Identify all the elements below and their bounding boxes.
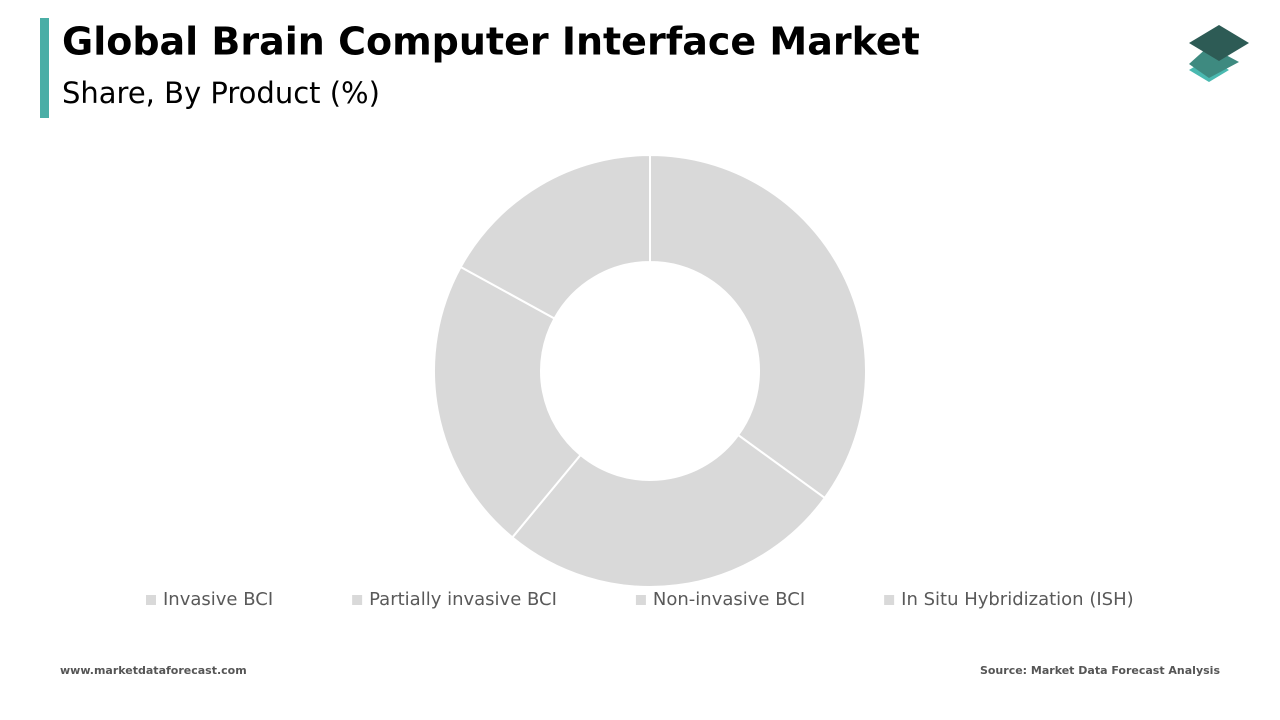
title-accent xyxy=(40,18,49,118)
legend-marker xyxy=(884,595,895,605)
pie xyxy=(433,153,867,588)
legend-label: Non-invasive BCI xyxy=(653,589,805,610)
chart-subtitle: Share, By Product (%) xyxy=(62,76,380,110)
legend-label: Invasive BCI xyxy=(163,589,273,610)
footer-source: Source: Market Data Forecast Analysis xyxy=(980,664,1220,677)
pie-slice xyxy=(459,153,651,320)
legend-marker xyxy=(146,595,156,605)
legend-marker xyxy=(352,595,363,605)
footer-website: www.marketdataforecast.com xyxy=(60,664,247,677)
legend-label: In Situ Hybridization (ISH) xyxy=(901,589,1134,610)
pie-slice xyxy=(510,433,827,588)
pie-slice xyxy=(649,153,867,500)
pie-slice xyxy=(433,265,582,539)
logo xyxy=(1189,25,1249,82)
chart-title: Global Brain Computer Interface Market xyxy=(62,20,920,64)
legend-label: Partially invasive BCI xyxy=(369,589,557,610)
legend-marker xyxy=(635,595,646,605)
legend: Invasive BCI Partially invasive BCI Non-in… xyxy=(146,589,1134,610)
